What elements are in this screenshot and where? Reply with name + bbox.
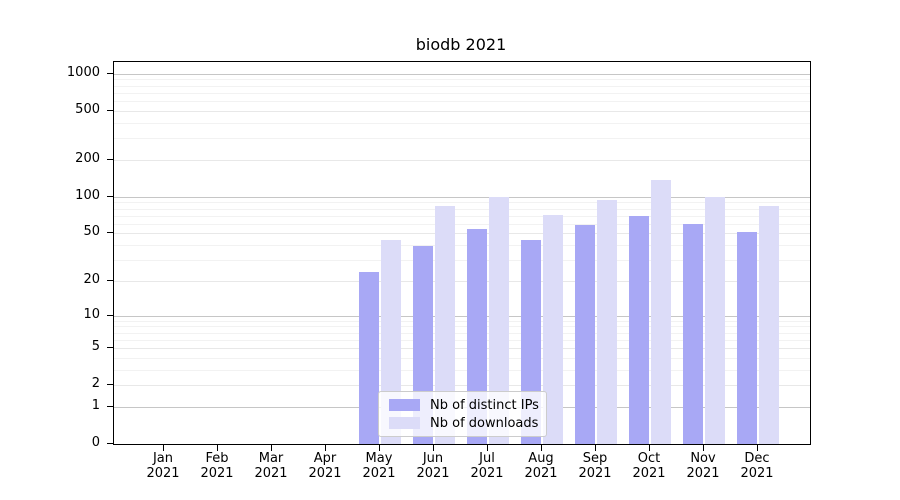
gridline-minor	[114, 202, 810, 204]
gridline-minor	[114, 357, 810, 359]
gridline-minor	[114, 79, 810, 81]
gridline-minor	[114, 245, 810, 246]
gridline	[114, 385, 810, 387]
x-tick-mark	[541, 444, 543, 451]
gridline	[114, 110, 810, 112]
x-tick-mark	[703, 444, 705, 451]
y-axis-tick-label: 20	[83, 271, 100, 287]
legend: Nb of distinct IPs Nb of downloads	[378, 391, 547, 437]
gridline-minor	[114, 122, 810, 124]
x-axis-tick-label: May 2021	[362, 451, 396, 481]
x-axis-tick-label: Dec 2021	[740, 451, 774, 481]
y-tick-mark	[107, 347, 113, 349]
x-axis-tick-label: Jan 2021	[146, 451, 180, 481]
y-tick-mark	[107, 195, 113, 197]
gridline	[114, 159, 810, 161]
bar-downloads	[651, 180, 671, 444]
gridline-minor	[114, 208, 810, 210]
y-tick-mark	[107, 443, 113, 445]
x-axis-tick-label: Nov 2021	[686, 451, 720, 481]
chart-title: biodb 2021	[415, 35, 507, 54]
gridline-minor	[114, 85, 810, 87]
bar-downloads	[543, 214, 563, 444]
gridline-minor	[114, 223, 810, 225]
gridline-minor	[114, 320, 810, 322]
bar-distinct-ips	[575, 224, 595, 444]
bar-distinct-ips	[737, 232, 757, 444]
y-tick-mark	[107, 279, 113, 281]
legend-swatch-distinct-ips	[389, 399, 420, 411]
bar-downloads	[597, 199, 617, 444]
gridline-minor	[114, 215, 810, 217]
y-tick-mark	[107, 314, 113, 316]
y-axis-tick-label: 50	[83, 224, 100, 240]
x-axis-tick-label: Apr 2021	[308, 451, 342, 481]
legend-entry-downloads: Nb of downloads	[389, 415, 538, 431]
y-axis-tick-label: 200	[75, 150, 100, 166]
y-axis-tick-label: 1000	[66, 64, 100, 80]
x-tick-mark	[379, 444, 381, 451]
gridline-minor	[114, 326, 810, 328]
y-axis-tick-label: 100	[75, 187, 100, 203]
gridline-minor	[114, 260, 810, 261]
legend-swatch-downloads	[389, 417, 420, 429]
y-axis-tick-label: 500	[75, 101, 100, 117]
x-tick-mark	[487, 444, 489, 451]
x-tick-mark	[163, 444, 165, 451]
y-tick-mark	[107, 109, 113, 111]
x-axis-tick-label: Oct 2021	[632, 451, 666, 481]
gridline-minor	[114, 369, 810, 371]
x-tick-mark	[433, 444, 435, 451]
x-tick-mark	[757, 444, 759, 451]
y-axis-tick-label: 5	[91, 339, 100, 354]
legend-entry-distinct-ips: Nb of distinct IPs	[389, 397, 539, 413]
gridline-minor	[114, 101, 810, 103]
legend-label-downloads: Nb of downloads	[430, 415, 539, 431]
bar-downloads	[489, 196, 509, 444]
legend-label-distinct-ips: Nb of distinct IPs	[430, 397, 539, 413]
gridline-major	[114, 196, 810, 198]
x-axis-tick-label: Feb 2021	[200, 451, 234, 481]
gridline-major	[114, 73, 810, 75]
x-axis-tick-label: Aug 2021	[524, 451, 558, 481]
bar-downloads	[759, 205, 779, 444]
x-tick-mark	[217, 444, 219, 451]
y-axis-tick-label: 2	[91, 376, 100, 392]
y-axis-tick-label: 1	[91, 397, 100, 413]
gridline-major	[114, 315, 810, 317]
x-axis-tick-label: Sep 2021	[578, 451, 612, 481]
gridline-minor	[114, 339, 810, 341]
gridline	[114, 280, 810, 282]
bar-distinct-ips	[629, 216, 649, 444]
bar-distinct-ips	[683, 223, 703, 444]
x-tick-mark	[325, 444, 327, 451]
x-axis-tick-label: Jul 2021	[470, 451, 504, 481]
y-tick-mark	[107, 232, 113, 234]
bar-downloads	[435, 205, 455, 444]
bar-downloads	[705, 196, 725, 444]
y-tick-mark	[107, 405, 113, 408]
gridline	[114, 348, 810, 349]
bar-distinct-ips	[467, 229, 487, 444]
x-tick-mark	[595, 444, 597, 451]
x-tick-mark	[649, 444, 651, 451]
gridline-minor	[114, 138, 810, 140]
x-tick-mark	[271, 444, 273, 451]
y-tick-mark	[107, 384, 113, 386]
gridline-minor	[114, 332, 810, 334]
gridline	[114, 233, 810, 235]
bar-distinct-ips	[359, 271, 379, 444]
y-axis-tick-label: 0	[91, 435, 100, 450]
y-tick-mark	[107, 158, 113, 160]
x-axis-tick-label: Jun 2021	[416, 451, 450, 481]
y-axis-tick-label: 10	[83, 306, 100, 322]
y-tick-mark	[107, 72, 113, 74]
plot-area	[113, 61, 811, 445]
gridline-minor	[114, 92, 810, 94]
x-axis-tick-label: Mar 2021	[254, 451, 288, 481]
